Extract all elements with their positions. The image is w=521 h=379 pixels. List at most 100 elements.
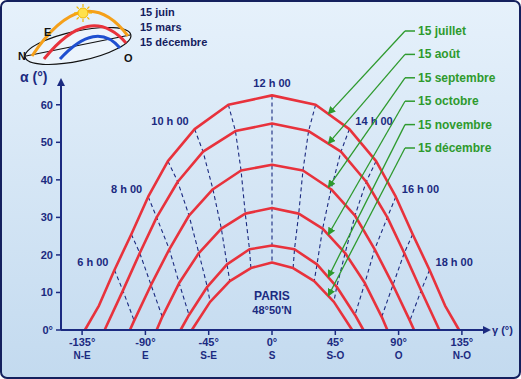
- x-tick: [461, 330, 463, 335]
- y-tick: [56, 254, 61, 256]
- y-tick: [56, 292, 61, 294]
- location-latitude: 48°50'N: [252, 304, 291, 316]
- inset-direction: O: [124, 52, 133, 64]
- inset-direction: E: [44, 26, 51, 38]
- legend-label: 15 septembre: [418, 71, 496, 85]
- x-tick-label: 0°: [267, 336, 278, 348]
- x-tick: [271, 330, 273, 335]
- hour-line: [148, 197, 189, 315]
- hour-line: [382, 234, 413, 317]
- hour-line: [271, 95, 272, 262]
- sun-path: [157, 208, 388, 330]
- x-tick-sublabel: E: [142, 350, 149, 361]
- legend-label: 15 novembre: [418, 118, 492, 132]
- y-tick-label: 50: [41, 136, 53, 148]
- hour-label: 12 h 00: [253, 77, 290, 89]
- legend-arrow: [328, 125, 405, 278]
- legend-leader: [405, 100, 415, 102]
- x-tick-sublabel: S-O: [326, 350, 344, 361]
- y-tick: [56, 179, 61, 181]
- legend-arrow: [328, 101, 405, 235]
- x-tick-sublabel: S: [269, 350, 276, 361]
- inset-sun-ray: [87, 7, 89, 9]
- y-tick-label: 10: [41, 286, 53, 298]
- inset-sun-ray: [77, 7, 79, 9]
- x-tick-sublabel: N-O: [453, 350, 472, 361]
- x-tick-sublabel: N-E: [73, 350, 91, 361]
- legend-label: 15 juillet: [418, 24, 466, 38]
- y-tick-label: 30: [41, 211, 53, 223]
- hour-line: [114, 270, 134, 321]
- x-tick-sublabel: S-E: [200, 350, 217, 361]
- x-tick-label: -45°: [199, 336, 219, 348]
- y-tick: [56, 217, 61, 219]
- hour-line: [410, 270, 430, 321]
- x-tick: [398, 330, 400, 335]
- y-tick-label: 20: [41, 249, 53, 261]
- legend-leader: [405, 124, 415, 126]
- hour-label: 18 h 00: [436, 256, 473, 268]
- hour-label: 10 h 00: [151, 115, 188, 127]
- x-tick-label: 90°: [390, 336, 407, 348]
- sun-path: [192, 262, 352, 330]
- y-tick-label: 40: [41, 174, 53, 186]
- sun-path: [105, 124, 440, 330]
- inset-sun-ray: [89, 12, 92, 13]
- x-tick-label: -90°: [135, 336, 155, 348]
- hour-label: 8 h 00: [111, 183, 142, 195]
- inset-sun-ray: [82, 4, 83, 7]
- hour-line: [131, 234, 162, 317]
- x-tick: [335, 330, 337, 335]
- inset-sun-ray: [87, 17, 89, 19]
- legend-leader: [405, 77, 415, 79]
- frame: [1, 1, 520, 378]
- legend-arrow: [328, 54, 405, 143]
- legend-arrow: [328, 31, 405, 114]
- x-tick-label: -135°: [69, 336, 95, 348]
- inset-date: 15 juin: [140, 6, 175, 18]
- y-tick: [56, 142, 61, 144]
- y-tick-label: 0°: [42, 324, 53, 336]
- inset-sun: [78, 8, 88, 18]
- hour-line: [168, 161, 210, 302]
- legend: 15 juillet 15 août 15 septembre 15 octobre 1…: [328, 24, 495, 296]
- y-tick-label: 60: [41, 99, 53, 111]
- legend-label: 15 décembre: [418, 141, 492, 155]
- hour-label: 16 h 00: [402, 183, 439, 195]
- inset-direction: N: [18, 50, 26, 62]
- inset-arc: [44, 26, 126, 59]
- legend-leader: [405, 30, 415, 32]
- hour-line: [334, 161, 376, 302]
- legend-label: 15 août: [418, 47, 460, 61]
- x-tick: [208, 330, 210, 335]
- hour-line: [355, 197, 396, 315]
- sun-path: [85, 95, 459, 330]
- chart: γ (°)α (°)0°102030405060-135°N-E-90°E-45…: [0, 0, 521, 379]
- legend-arrow: [328, 148, 405, 296]
- hour-label: 6 h 00: [77, 256, 108, 268]
- y-tick: [56, 329, 61, 331]
- y-tick: [56, 104, 61, 106]
- inset-axis: [26, 35, 130, 56]
- inset-sun-ray: [82, 19, 83, 22]
- y-axis: [60, 86, 62, 330]
- legend-leader: [405, 147, 415, 149]
- x-tick-label: 135°: [451, 336, 474, 348]
- location-name: PARIS: [254, 289, 290, 303]
- legend-leader: [405, 54, 415, 56]
- x-tick-sublabel: O: [395, 350, 403, 361]
- plot-area: [85, 95, 459, 330]
- inset-arc: [60, 36, 120, 59]
- x-tick-label: 45°: [327, 336, 344, 348]
- x-tick: [81, 330, 83, 335]
- inset-date: 15 mars: [140, 21, 182, 33]
- inset-date: 15 décembre: [140, 36, 207, 48]
- x-axis-label: γ (°): [492, 324, 513, 336]
- inset-sun-ray: [74, 12, 77, 13]
- legend-label: 15 octobre: [418, 94, 479, 108]
- sun-path: [181, 246, 364, 330]
- y-axis-arrow: [57, 78, 65, 86]
- sun-path: [130, 165, 414, 330]
- inset-sun-ray: [77, 17, 79, 19]
- x-tick: [145, 330, 147, 335]
